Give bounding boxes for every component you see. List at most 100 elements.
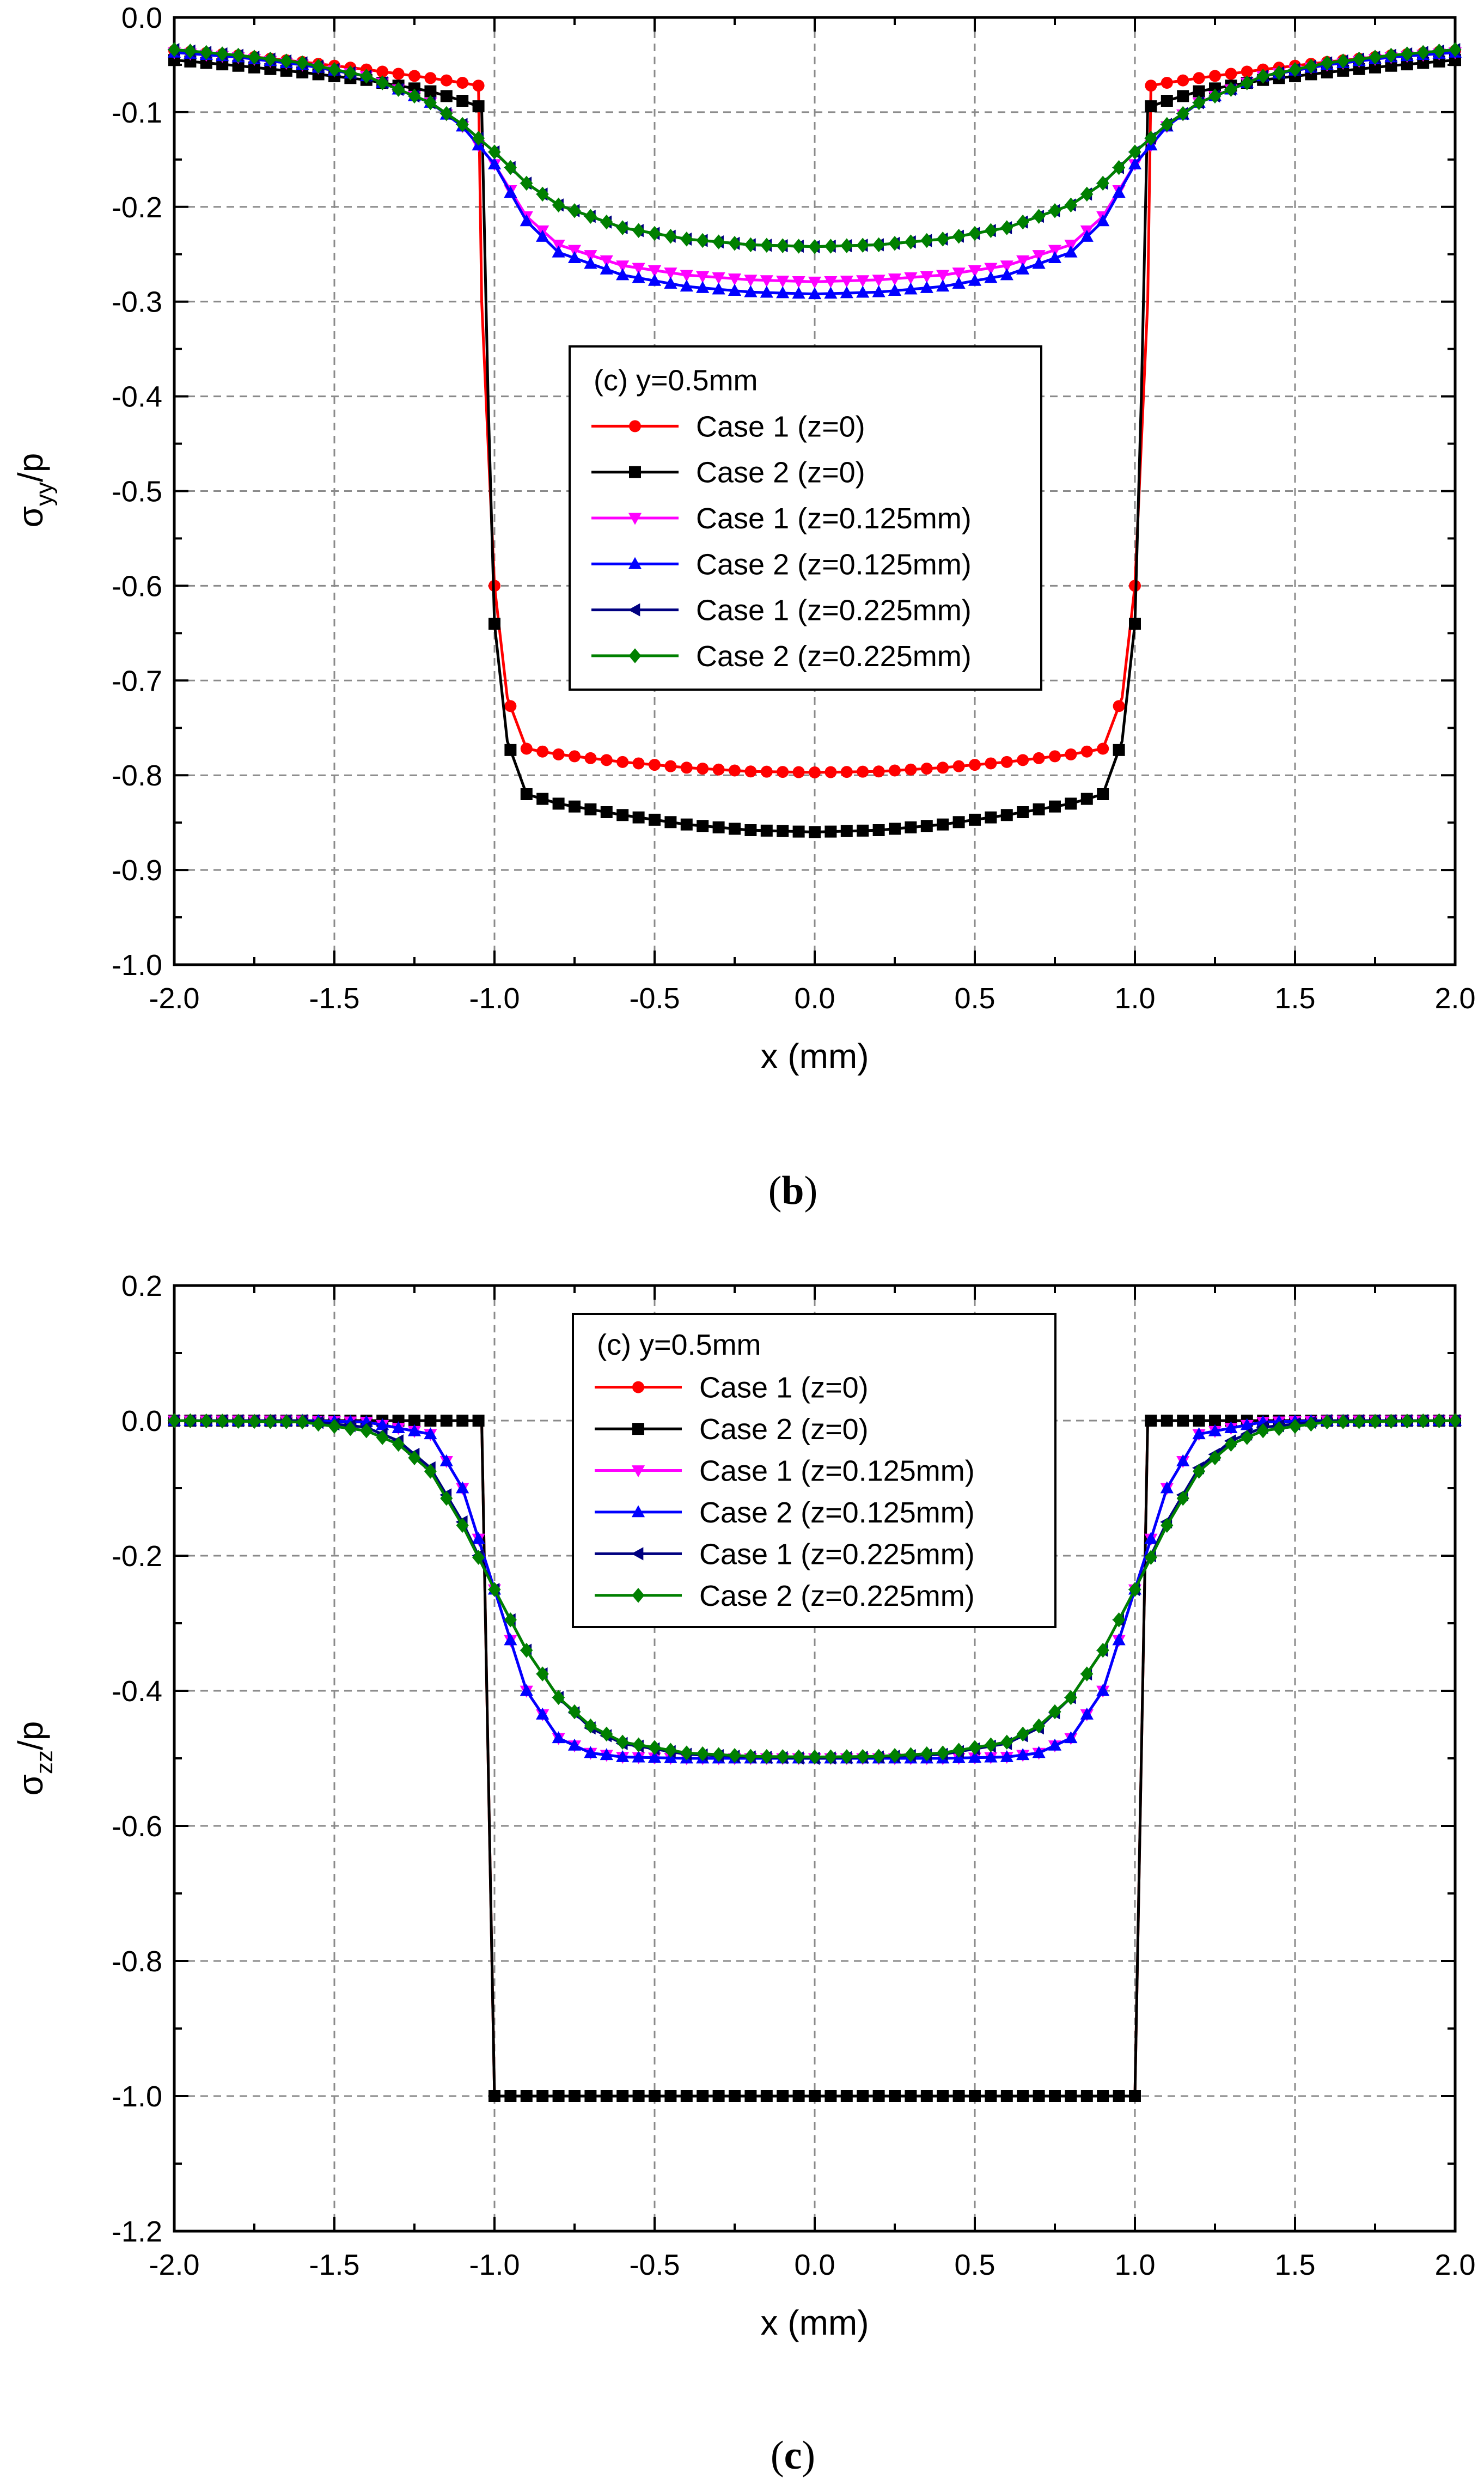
data-point bbox=[888, 1747, 901, 1763]
data-point bbox=[985, 757, 997, 770]
data-point bbox=[1416, 1413, 1430, 1429]
legend: (c) y=0.5mm Case 1 (z=0) Case 2 (z=0) Case … bbox=[569, 345, 1042, 691]
data-point bbox=[760, 1749, 773, 1764]
data-point bbox=[440, 106, 453, 121]
data-point bbox=[616, 260, 630, 273]
data-point bbox=[920, 1746, 933, 1762]
data-point bbox=[1112, 1633, 1126, 1646]
data-point bbox=[1161, 117, 1174, 132]
data-point bbox=[296, 1414, 309, 1430]
y-tick-label: -0.4 bbox=[112, 1675, 162, 1708]
legend-entry: Case 2 (z=0.225mm) bbox=[699, 1580, 975, 1612]
x-tick-label: -1.5 bbox=[309, 2249, 359, 2281]
data-point bbox=[1145, 80, 1157, 92]
data-point bbox=[809, 766, 821, 778]
data-point bbox=[1048, 251, 1062, 264]
data-point bbox=[952, 228, 966, 244]
data-point bbox=[729, 823, 741, 835]
data-point bbox=[696, 271, 710, 283]
data-point bbox=[744, 824, 757, 837]
data-point bbox=[744, 275, 758, 287]
data-point bbox=[777, 2090, 789, 2102]
legend-entry: Case 1 (z=0.225mm) bbox=[699, 1538, 975, 1570]
data-point bbox=[712, 763, 725, 776]
data-point bbox=[840, 1749, 853, 1764]
data-point bbox=[904, 282, 918, 295]
y-axis-title: σyy/p bbox=[11, 453, 58, 528]
data-point bbox=[1209, 70, 1221, 82]
data-point bbox=[1049, 800, 1061, 813]
data-point bbox=[760, 824, 773, 837]
data-point bbox=[1048, 1704, 1061, 1720]
data-point bbox=[680, 762, 693, 774]
data-point bbox=[1065, 2090, 1077, 2102]
data-point bbox=[1161, 76, 1173, 89]
data-point bbox=[504, 700, 517, 712]
plot-frame bbox=[173, 1284, 1457, 2233]
data-point bbox=[472, 1415, 485, 1427]
data-point bbox=[840, 238, 853, 253]
data-point bbox=[504, 186, 517, 198]
data-point bbox=[536, 2090, 549, 2102]
data-point bbox=[664, 1743, 677, 1758]
data-point bbox=[649, 759, 661, 771]
data-point bbox=[872, 275, 885, 287]
data-point bbox=[1113, 744, 1125, 756]
data-point bbox=[1065, 797, 1077, 810]
x-tick-label: -1.5 bbox=[309, 982, 359, 1015]
data-point bbox=[216, 58, 229, 71]
data-point bbox=[760, 765, 773, 778]
data-point bbox=[856, 237, 869, 253]
legend-entry: Case 1 (z=0.125mm) bbox=[696, 502, 972, 535]
data-point bbox=[408, 70, 420, 82]
data-point bbox=[952, 1743, 966, 1758]
data-point bbox=[872, 824, 885, 837]
data-point bbox=[1064, 197, 1077, 213]
legend-entry: Case 1 (z=0) bbox=[696, 410, 865, 443]
data-point bbox=[984, 1750, 998, 1763]
data-point bbox=[1161, 95, 1173, 107]
legend-marker bbox=[632, 1423, 644, 1435]
data-point bbox=[232, 47, 245, 63]
data-point bbox=[936, 232, 949, 247]
data-point bbox=[744, 2090, 757, 2102]
data-point bbox=[1369, 61, 1381, 74]
data-point bbox=[440, 74, 453, 87]
y-tick-label: -0.2 bbox=[112, 191, 162, 224]
data-point bbox=[920, 2090, 933, 2102]
data-point bbox=[616, 268, 630, 281]
legend-marker bbox=[632, 1588, 645, 1603]
data-point bbox=[1193, 1464, 1206, 1479]
data-point bbox=[664, 760, 677, 772]
data-point bbox=[536, 186, 549, 202]
data-point bbox=[616, 809, 629, 821]
x-tick-label: 2.0 bbox=[1434, 2249, 1475, 2281]
data-point bbox=[825, 2090, 837, 2102]
data-point bbox=[808, 1749, 821, 1765]
data-point bbox=[872, 285, 885, 297]
data-point bbox=[905, 821, 917, 833]
data-point bbox=[360, 69, 373, 84]
data-point bbox=[857, 824, 869, 837]
data-point bbox=[856, 275, 870, 288]
data-point bbox=[889, 823, 901, 835]
data-point bbox=[1288, 62, 1302, 77]
data-point bbox=[1304, 1416, 1317, 1432]
data-point bbox=[1048, 203, 1061, 218]
data-point bbox=[648, 1740, 661, 1755]
data-point bbox=[472, 1532, 485, 1544]
data-point bbox=[968, 273, 982, 286]
data-point bbox=[840, 276, 853, 288]
data-point bbox=[600, 806, 613, 819]
data-point bbox=[616, 2090, 629, 2102]
data-point bbox=[392, 1436, 405, 1452]
y-tick-label: -0.4 bbox=[112, 381, 162, 413]
data-point bbox=[1321, 55, 1334, 71]
data-point bbox=[584, 257, 597, 269]
data-point bbox=[1017, 754, 1029, 766]
data-point bbox=[1032, 250, 1046, 263]
data-point bbox=[904, 272, 918, 285]
data-point bbox=[456, 76, 469, 89]
data-point bbox=[632, 1737, 645, 1752]
data-point bbox=[777, 766, 789, 778]
